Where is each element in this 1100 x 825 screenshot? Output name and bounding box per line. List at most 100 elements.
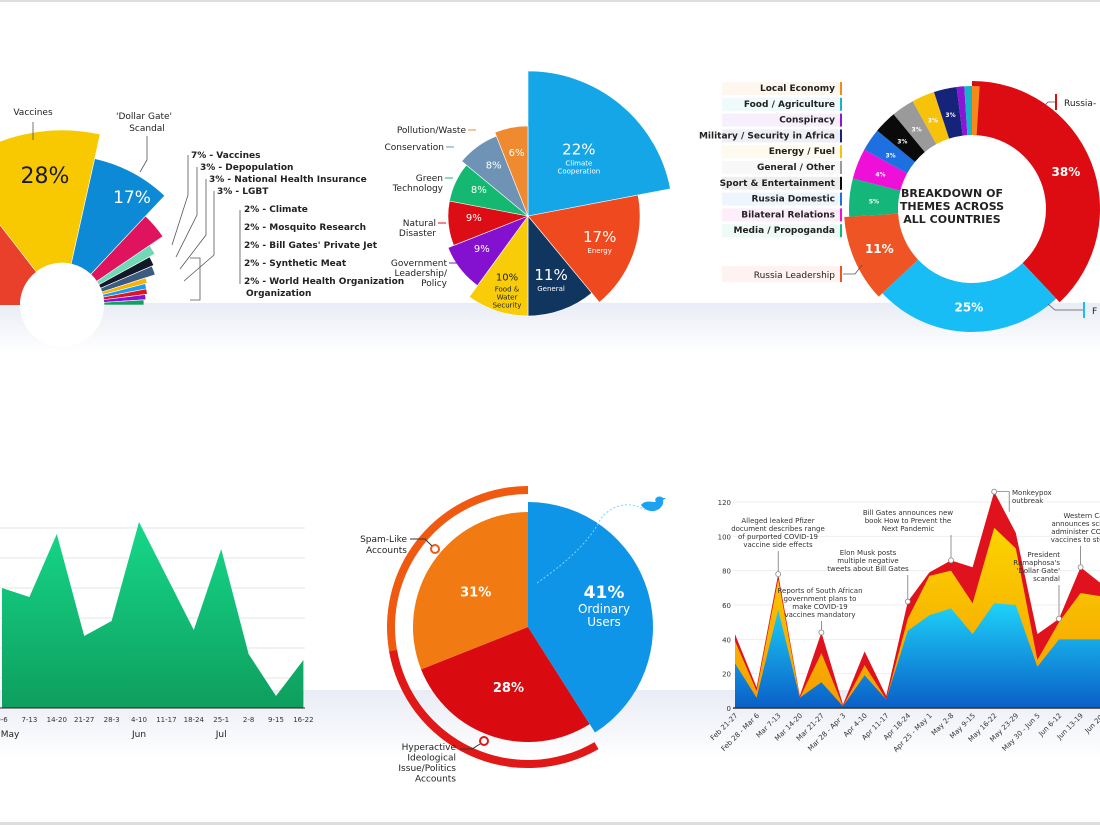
x-tick-label: 11-17 — [156, 716, 176, 724]
ring-marker — [479, 736, 489, 746]
annotation-text: Bill Gates announces new — [863, 509, 954, 517]
slice-label: Pollution/Waste — [397, 126, 467, 136]
donut-slice — [972, 81, 1100, 303]
legend-row-bg — [722, 113, 840, 127]
legend-row-bg — [722, 266, 840, 282]
month-label: Jul — [215, 730, 227, 740]
legend-row-bg — [722, 97, 840, 111]
legend-swatch — [840, 113, 842, 127]
slice-label: 2% - World Health Organization — [244, 277, 404, 287]
slice-label: Russia- — [1064, 99, 1096, 109]
annotation-text: announces scho — [1051, 520, 1100, 528]
slice-label: Disaster — [399, 229, 436, 239]
leader-line — [410, 538, 433, 547]
slice-value-label: 22% — [562, 141, 595, 159]
ring-marker — [430, 544, 440, 554]
leader-line — [1047, 303, 1083, 311]
slice-value-label: 31% — [460, 585, 491, 600]
legend-swatch — [1055, 94, 1057, 110]
pie-slice — [494, 125, 529, 217]
donut-slice — [972, 86, 980, 136]
leader-line — [183, 191, 215, 282]
legend-row-bg — [722, 82, 840, 95]
donut-slice — [864, 130, 915, 174]
annotation-text: book How to Prevent the — [865, 517, 952, 525]
slice-label: Food & — [495, 286, 520, 294]
area-series — [2, 522, 304, 708]
slice-value-label: 5% — [869, 199, 879, 206]
slice-label: Users — [587, 615, 621, 629]
annotation-text: Western Cap — [1063, 512, 1100, 520]
legend-swatch — [840, 192, 842, 206]
legend-label: Food / Agriculture — [744, 100, 835, 110]
annotation-text: President — [1027, 551, 1060, 559]
slice-label: Government — [391, 259, 448, 269]
twitter-bird-icon — [641, 496, 666, 512]
slice-label: Hyperactive — [402, 743, 457, 753]
top-border — [0, 0, 1100, 2]
donut-title: THEMES ACROSS — [900, 200, 1004, 213]
annotation-leader — [994, 491, 1010, 512]
donut-hole — [20, 263, 104, 347]
slice-value-label: 41% — [584, 583, 625, 603]
x-tick-label: 2-8 — [243, 716, 254, 724]
annotation-text: multiple negative — [837, 557, 898, 565]
slice-label: Conservation — [384, 143, 444, 153]
x-tick-label: 21-27 — [74, 716, 94, 724]
flight-path — [536, 504, 646, 584]
x-tick-label: 16-22 — [293, 716, 313, 724]
leader-line — [843, 264, 863, 275]
leader-line — [139, 136, 148, 173]
legend-row-bg — [722, 129, 840, 143]
donut-slice — [849, 178, 901, 217]
legend-label: Sport & Entertainment — [720, 179, 836, 189]
chart-themes-donut: 38% 25% 11% 5% 4% 3% 3% 3% 3% 3% BREAKDOWN OFTHEME… — [699, 81, 1100, 333]
month-label: Jun — [131, 730, 146, 740]
annotation-marker — [991, 488, 998, 495]
slice-value-label: 8% — [471, 185, 487, 196]
annotation-text: outbreak — [1012, 497, 1044, 505]
donut-slice — [844, 213, 919, 297]
annotation-marker — [1077, 564, 1084, 571]
slice-label: Russia Leadership — [754, 271, 836, 281]
leader-line — [179, 179, 207, 270]
legend-label: Bilateral Relations — [741, 210, 835, 220]
slice-value-label: 11% — [865, 242, 894, 256]
bottom-border — [0, 822, 1100, 825]
legend-label: Media / Propoganda — [734, 226, 836, 236]
leader-line — [175, 167, 198, 258]
y-tick-label: 20 — [722, 671, 731, 679]
annotation-text: document describes range — [731, 525, 825, 533]
annotation-text: Reports of South African — [777, 587, 862, 595]
slice-label: 'Dollar Gate' — [116, 112, 172, 122]
annotation-text: administer COVI — [1051, 528, 1100, 536]
leader-line — [171, 155, 189, 246]
slice-label: Natural — [403, 219, 436, 229]
slice-value-label: 28% — [493, 681, 524, 696]
y-tick-label: 80 — [722, 568, 731, 576]
chart-account-types-pie: 41%OrdinaryUsers28%31%Spam-LikeAccountsH… — [360, 486, 666, 785]
annotation-marker — [818, 629, 825, 636]
x-tick-label: 0-6 — [0, 716, 8, 724]
legend-swatch — [840, 266, 842, 282]
leader-line — [1041, 101, 1055, 109]
pie-slice — [447, 215, 529, 286]
legend-row-bg — [722, 208, 840, 222]
legend-label: General / Other — [757, 163, 836, 173]
donut-slice — [956, 86, 968, 136]
x-tick-label: 4-10 — [131, 716, 147, 724]
slice-label: Cooperation — [557, 168, 600, 176]
y-tick-label: 60 — [722, 602, 731, 610]
x-tick-label: 7-13 — [21, 716, 37, 724]
pie-slice — [421, 627, 590, 742]
annotation-text: government plans to — [784, 595, 857, 603]
slice-label: Policy — [421, 279, 448, 289]
donut-slice — [933, 86, 963, 139]
legend-row-bg — [722, 224, 840, 238]
annotation-text: Next Pandemic — [882, 525, 935, 533]
slice-label: Spam-Like — [360, 535, 407, 545]
legend-row-bg — [722, 161, 840, 174]
y-tick-label: 40 — [722, 636, 731, 644]
slice-value-label: 17% — [113, 188, 151, 208]
